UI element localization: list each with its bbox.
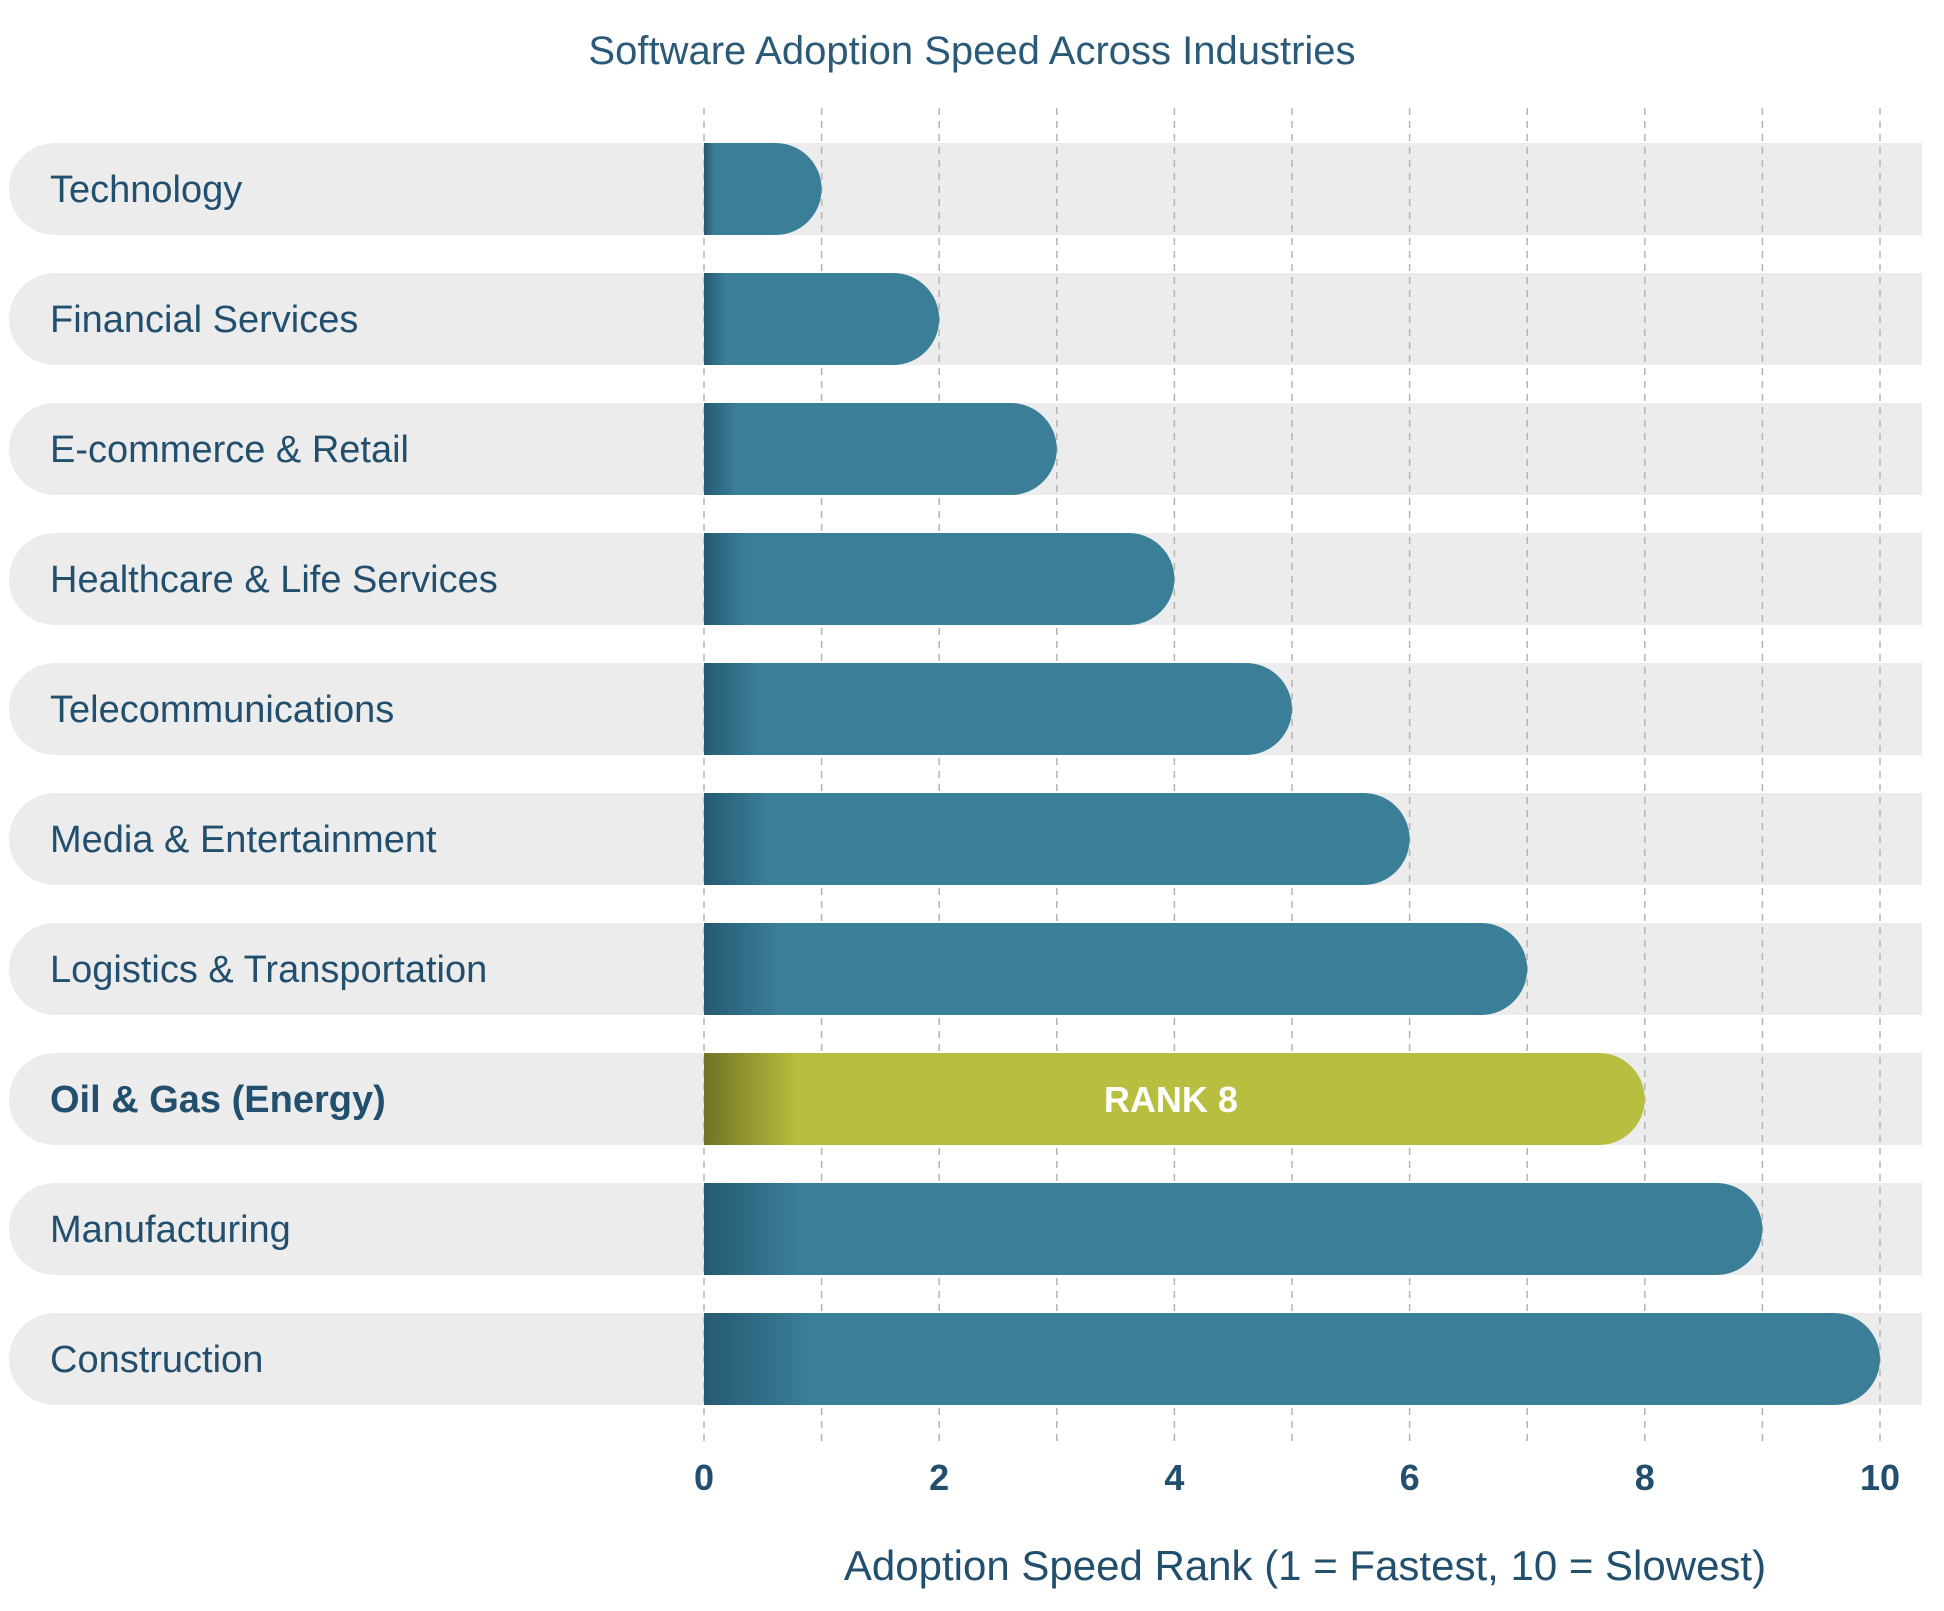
row-track-end xyxy=(1862,663,1922,755)
chart-title: Software Adoption Speed Across Industrie… xyxy=(588,29,1355,73)
row-track-end xyxy=(1862,923,1922,1015)
category-label: Telecommunications xyxy=(50,689,394,731)
row-track-end xyxy=(1862,1183,1922,1275)
x-tick-label: 8 xyxy=(1635,1457,1655,1498)
bar xyxy=(704,793,1410,885)
bar xyxy=(704,1183,1763,1275)
bar xyxy=(704,1313,1880,1405)
x-tick-label: 6 xyxy=(1400,1457,1420,1498)
bar-highlight xyxy=(704,1053,1645,1145)
row-track-end xyxy=(1862,143,1922,235)
bar xyxy=(704,273,940,366)
row-track-end xyxy=(1862,273,1922,365)
bar xyxy=(704,403,1057,495)
bar xyxy=(704,923,1528,1015)
category-label: Healthcare & Life Services xyxy=(50,559,498,601)
category-label: Oil & Gas (Energy) xyxy=(50,1079,386,1121)
category-labels: Technology Financial Services E-commerce &… xyxy=(50,169,498,1381)
bar xyxy=(704,663,1292,755)
x-axis-label: Adoption Speed Rank (1 = Fastest, 10 = S… xyxy=(844,1542,1766,1589)
row-track-end xyxy=(1862,533,1922,625)
category-label: Media & Entertainment xyxy=(50,819,437,861)
category-label: Financial Services xyxy=(50,299,358,341)
row-track xyxy=(9,143,1922,235)
bar xyxy=(704,143,822,235)
category-label: Construction xyxy=(50,1339,263,1381)
category-label: Manufacturing xyxy=(50,1209,291,1251)
x-tick-label: 2 xyxy=(929,1457,949,1498)
row-track-end xyxy=(1862,1053,1922,1145)
bar xyxy=(704,533,1175,625)
category-label: Technology xyxy=(50,169,242,211)
bars: RANK 8 xyxy=(704,143,1880,1405)
x-tick-label: 0 xyxy=(694,1457,714,1498)
x-tick-label: 10 xyxy=(1860,1457,1900,1498)
row-track-end xyxy=(1862,793,1922,885)
x-tick-labels: 0 2 4 6 8 10 xyxy=(694,1457,1900,1498)
bar-data-label: RANK 8 xyxy=(1104,1079,1238,1120)
row-track xyxy=(9,273,1922,365)
row-track-end xyxy=(1862,403,1922,495)
category-label: Logistics & Transportation xyxy=(50,949,487,991)
x-tick-label: 4 xyxy=(1164,1457,1184,1498)
category-label: E-commerce & Retail xyxy=(50,429,409,471)
